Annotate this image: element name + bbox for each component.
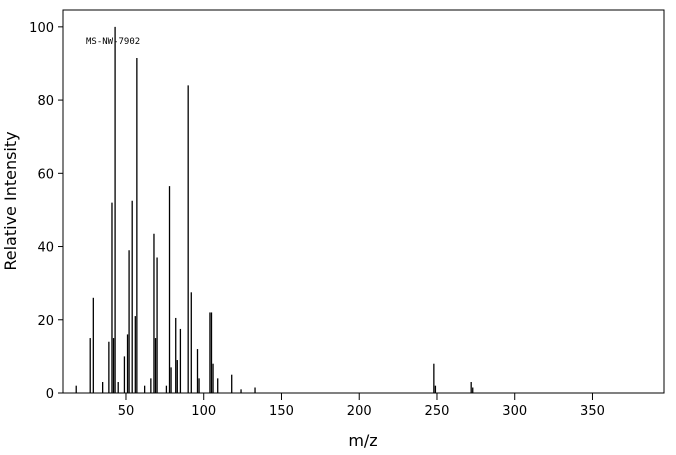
y-tick-label: 60 [37, 167, 54, 182]
y-tick-label: 20 [37, 314, 54, 329]
y-tick-label: 40 [37, 241, 54, 256]
y-tick-label: 80 [37, 94, 54, 109]
y-axis-label: Relative Intensity [1, 131, 20, 270]
x-tick-label: 250 [425, 404, 450, 419]
x-tick-label: 200 [347, 404, 372, 419]
x-tick-label: 100 [191, 404, 216, 419]
y-tick-label: 100 [29, 21, 54, 36]
annotation: MS-NW-7902 [86, 37, 140, 47]
x-tick-label: 300 [502, 404, 527, 419]
x-axis-label: m/z [348, 431, 377, 450]
plot-frame [62, 9, 665, 394]
y-tick-label: 0 [46, 387, 54, 402]
x-tick-label: 350 [580, 404, 605, 419]
x-tick-label: 50 [118, 404, 135, 419]
x-tick-label: 150 [269, 404, 294, 419]
